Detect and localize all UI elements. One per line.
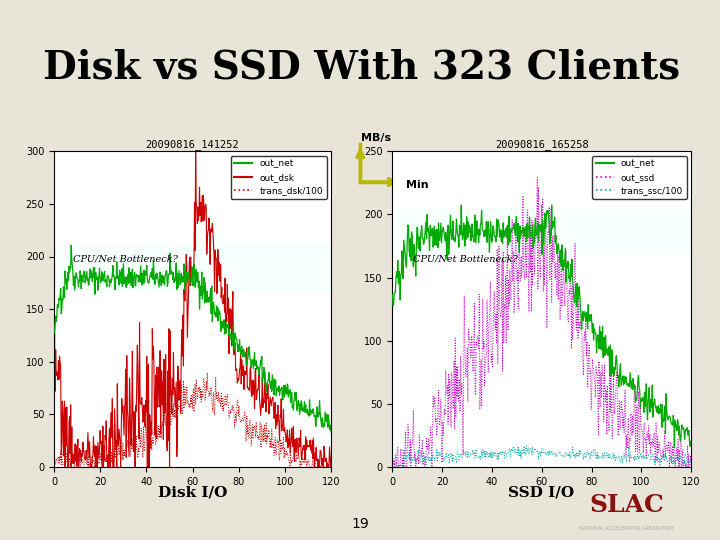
out_ssd [551,275,559,282]
Bar [54,246,331,290]
out_ssd [687,458,696,465]
out_net [182,279,191,285]
trans_ssc/100 [681,450,690,457]
out_net [277,384,286,390]
out_dsk [182,251,191,258]
trans_dsk/100 [203,369,212,376]
Text: Disk I/O: Disk I/O [158,486,228,500]
Text: 19: 19 [351,517,369,531]
trans_dsk/100 [321,463,330,469]
out_net [530,240,539,246]
out_net [532,231,541,238]
out_dsk [216,278,225,285]
out_dsk [321,456,330,463]
Line: trans_dsk/100: trans_dsk/100 [54,373,331,467]
out_dsk [327,455,336,461]
out_net [321,409,330,415]
Legend: out_net, out_dsk, trans_dsk/100: out_net, out_dsk, trans_dsk/100 [230,156,327,199]
out_ssd [388,461,397,467]
out_net [681,429,690,435]
trans_dsk/100 [200,382,209,389]
out_net [634,375,642,382]
trans_dsk/100 [67,464,76,470]
trans_dsk/100 [278,445,287,451]
out_net [50,329,58,336]
trans_dsk/100 [50,453,58,459]
trans_ssc/100 [533,449,541,455]
out_dsk [192,148,200,155]
trans_dsk/100 [327,464,336,470]
out_net [670,444,679,451]
Title: 20090816_141252: 20090816_141252 [145,139,240,150]
Text: CPU/Net Bottleneck?: CPU/Net Bottleneck? [413,255,518,264]
Text: CPU/Net Bottleneck?: CPU/Net Bottleneck? [73,255,179,264]
out_ssd [567,346,576,352]
out_net [388,292,397,298]
trans_ssc/100 [390,464,399,470]
trans_ssc/100 [567,450,576,456]
out_net [567,261,575,268]
trans_ssc/100 [551,450,559,457]
Text: MB/s: MB/s [361,133,392,143]
Text: Min: Min [406,180,428,190]
out_net [547,202,556,208]
out_net [200,300,209,306]
trans_dsk/100 [182,393,191,399]
Line: trans_ssc/100: trans_ssc/100 [392,446,691,467]
trans_dsk/100 [216,395,225,402]
out_dsk [184,315,192,322]
out_dsk [278,422,287,428]
trans_ssc/100 [388,462,397,468]
out_ssd [533,174,541,181]
Line: out_dsk: out_dsk [54,152,331,467]
Text: SLAC: SLAC [589,494,664,517]
out_ssd [531,253,539,260]
out_dsk [201,205,210,211]
trans_dsk/100 [184,398,192,404]
out_net [215,308,224,315]
Bar [392,208,691,252]
Line: out_ssd: out_ssd [392,178,691,467]
out_net [550,214,559,220]
out_dsk [60,464,69,470]
out_ssd [390,464,399,470]
out_dsk [50,339,58,346]
trans_ssc/100 [687,457,696,464]
out_net [184,275,192,281]
out_net [67,242,76,249]
trans_ssc/100 [634,454,643,460]
trans_ssc/100 [531,447,540,454]
out_net [687,443,696,449]
Legend: out_net, out_ssd, trans_ssc/100: out_net, out_ssd, trans_ssc/100 [592,156,687,199]
out_net [327,429,336,435]
Line: out_net: out_net [54,246,331,432]
Text: Disk vs SSD With 323 Clients: Disk vs SSD With 323 Clients [43,49,680,86]
Text: NATIONAL ACCELERATOR LABORATORY: NATIONAL ACCELERATOR LABORATORY [579,525,674,531]
Line: out_net: out_net [392,205,691,448]
out_ssd [634,388,643,395]
out_ssd [681,464,690,470]
trans_ssc/100 [522,443,531,449]
Text: SSD I/O: SSD I/O [508,486,575,500]
out_ssd [532,219,541,226]
Title: 20090816_165258: 20090816_165258 [495,139,589,150]
